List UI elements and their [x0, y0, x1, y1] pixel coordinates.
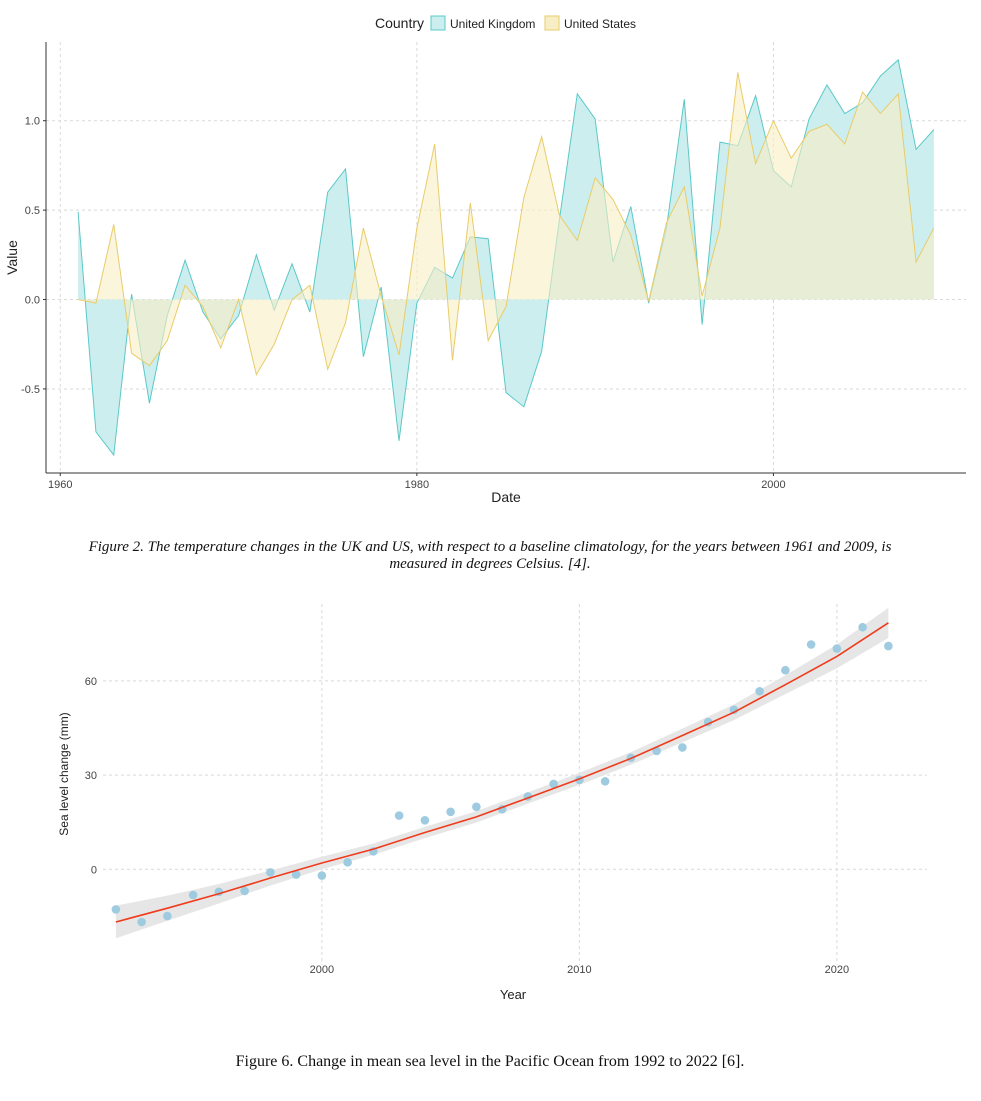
legend-key-uk	[430, 15, 446, 31]
confidence-band	[115, 607, 889, 939]
data-point	[394, 811, 404, 820]
figure-2-caption: Figure 2. The temperature changes in the…	[88, 539, 892, 572]
legend-key-us	[544, 15, 560, 31]
y-axis-title: Value	[4, 240, 20, 275]
legend-title: Country	[375, 15, 424, 31]
trend-line	[115, 622, 889, 923]
y-tick-label: 1.0	[25, 116, 40, 128]
data-point	[240, 886, 249, 896]
y-tick-label: 30	[85, 770, 97, 782]
x-axis-title: Date	[491, 489, 521, 505]
data-point	[549, 779, 558, 789]
x-tick-label: 2000	[761, 479, 785, 491]
y-tick-label: 0.5	[25, 205, 40, 217]
sea-level-chart: 0 30 60 2000 2010 2020 Year Sea level change (m…	[0, 590, 981, 1030]
data-point	[858, 622, 867, 632]
data-point	[755, 686, 764, 696]
area-us	[78, 72, 934, 375]
temperature-chart-svg: -0.5 0.0 0.5 1.0 1960 1980 2000 Date Value Countr…	[4, 15, 966, 505]
data-point	[600, 777, 610, 786]
data-point	[111, 905, 121, 914]
data-point	[781, 665, 790, 675]
legend: Country United Kingdom United States	[375, 15, 636, 31]
data-point	[884, 641, 893, 651]
legend-label-uk: United Kingdom	[450, 17, 535, 31]
temperature-chart: -0.5 0.0 0.5 1.0 1960 1980 2000 Date Value Countr…	[0, 0, 981, 520]
y-tick-label: 60	[85, 676, 97, 688]
y-axis-title: Sea level change (mm)	[57, 712, 71, 835]
data-point	[806, 640, 816, 649]
data-point	[472, 802, 481, 812]
sea-level-chart-svg: 0 30 60 2000 2010 2020 Year Sea level change (m…	[57, 604, 927, 1002]
data-point	[317, 871, 327, 880]
data-point	[343, 858, 352, 867]
y-tick-label: 0.0	[25, 295, 40, 307]
x-tick-label: 2000	[310, 964, 334, 976]
data-point	[832, 644, 842, 653]
data-point	[678, 743, 687, 752]
data-point	[163, 911, 172, 921]
data-point	[446, 807, 455, 817]
data-point	[266, 868, 275, 877]
y-tick-label: -0.5	[21, 384, 40, 396]
data-point	[420, 815, 430, 825]
x-tick-label: 2010	[567, 964, 591, 976]
data-point	[291, 870, 301, 879]
area-uk	[78, 59, 934, 456]
x-tick-label: 1960	[48, 479, 72, 491]
legend-label-us: United States	[564, 17, 636, 31]
x-tick-label: 1980	[405, 479, 429, 491]
y-tick-label: 0	[91, 864, 97, 876]
figure-6-caption: Figure 6. Change in mean sea level in th…	[235, 1053, 745, 1070]
data-point	[188, 890, 198, 900]
series-line-us	[77, 72, 935, 376]
x-axis-title: Year	[500, 987, 527, 1002]
x-tick-label: 2020	[825, 964, 849, 976]
data-point	[137, 917, 146, 927]
